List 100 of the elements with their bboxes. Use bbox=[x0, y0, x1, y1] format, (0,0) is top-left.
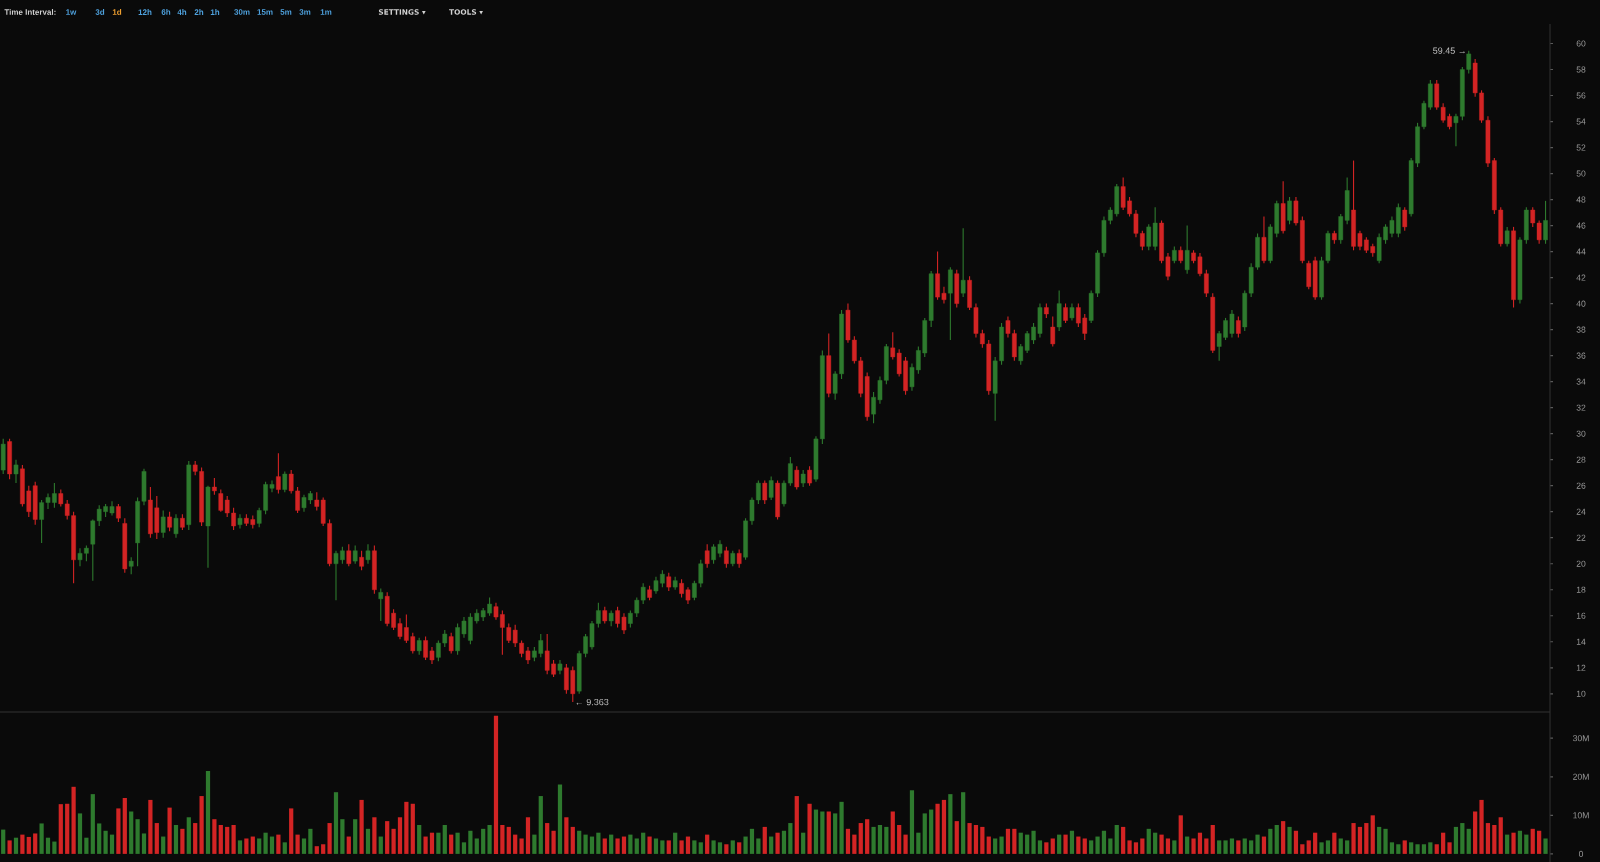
candlestick bbox=[52, 482, 57, 509]
bar bbox=[308, 828, 313, 854]
bar bbox=[1492, 824, 1497, 854]
bar bbox=[781, 830, 787, 854]
bar bbox=[705, 834, 710, 854]
bar bbox=[1319, 842, 1324, 854]
bar bbox=[77, 813, 83, 854]
candlestick bbox=[1037, 303, 1043, 338]
bar bbox=[129, 811, 134, 854]
candlestick bbox=[1504, 226, 1510, 247]
candlestick bbox=[1146, 223, 1152, 251]
bar bbox=[103, 830, 108, 854]
candlestick bbox=[1229, 309, 1235, 338]
bar bbox=[257, 838, 262, 854]
bar bbox=[1537, 830, 1542, 854]
bar bbox=[1281, 821, 1286, 854]
bar bbox=[1530, 828, 1535, 854]
bar bbox=[1082, 838, 1087, 854]
bar bbox=[20, 834, 25, 854]
candlestick bbox=[826, 332, 832, 398]
candlestick bbox=[333, 550, 339, 601]
bar bbox=[90, 794, 95, 854]
bar bbox=[1095, 836, 1100, 854]
bar bbox=[1364, 823, 1369, 854]
bar bbox=[692, 840, 697, 854]
candlestick bbox=[32, 481, 38, 526]
bar bbox=[1063, 834, 1068, 854]
bar bbox=[1428, 842, 1433, 854]
candlestick bbox=[359, 550, 364, 571]
candlestick bbox=[205, 485, 211, 569]
candlestick bbox=[1120, 176, 1126, 211]
bar bbox=[980, 826, 985, 854]
candlestick bbox=[1389, 215, 1395, 238]
bar bbox=[948, 794, 953, 854]
bar bbox=[1287, 826, 1292, 854]
bar bbox=[1453, 826, 1459, 854]
bar bbox=[1031, 830, 1036, 854]
bar bbox=[7, 840, 12, 854]
bar bbox=[417, 824, 422, 854]
bar bbox=[1, 829, 6, 854]
candlestick bbox=[1306, 260, 1312, 290]
bar bbox=[685, 836, 691, 854]
bar bbox=[212, 819, 217, 854]
bar bbox=[52, 841, 57, 854]
bar bbox=[1025, 834, 1030, 854]
candlestick bbox=[768, 476, 774, 501]
candlestick bbox=[704, 543, 710, 569]
bar bbox=[468, 830, 473, 854]
candlestick bbox=[775, 479, 780, 521]
bar bbox=[609, 834, 614, 854]
bar bbox=[769, 836, 774, 854]
bar bbox=[1217, 840, 1222, 854]
bar bbox=[1402, 840, 1407, 854]
candlestick bbox=[1236, 316, 1241, 338]
candlestick bbox=[384, 591, 390, 627]
bar bbox=[506, 826, 511, 854]
bar bbox=[1069, 830, 1075, 854]
bar bbox=[263, 832, 268, 854]
bar bbox=[13, 837, 19, 854]
bar bbox=[33, 833, 38, 854]
bar bbox=[884, 826, 889, 854]
bar bbox=[801, 832, 806, 854]
candlestick bbox=[564, 663, 569, 695]
bar bbox=[1101, 830, 1107, 854]
bar bbox=[1505, 834, 1510, 854]
bar bbox=[314, 846, 319, 854]
candlestick bbox=[807, 465, 812, 487]
bar bbox=[634, 838, 639, 854]
bar bbox=[698, 842, 703, 854]
bar bbox=[372, 817, 377, 854]
bar bbox=[922, 813, 927, 854]
bar bbox=[858, 823, 863, 854]
candlestick bbox=[1396, 202, 1401, 238]
bar bbox=[839, 801, 844, 854]
candlestick bbox=[352, 544, 358, 565]
bar bbox=[551, 830, 556, 854]
bar bbox=[225, 826, 230, 854]
bar bbox=[737, 842, 742, 854]
candlestick bbox=[346, 543, 352, 567]
bar bbox=[1121, 826, 1126, 854]
candlestick bbox=[736, 548, 742, 569]
bar bbox=[577, 830, 582, 854]
candlestick bbox=[948, 266, 953, 341]
bar bbox=[865, 819, 870, 854]
bar bbox=[276, 834, 281, 854]
bar bbox=[1396, 844, 1401, 854]
bar bbox=[442, 824, 447, 854]
bar bbox=[660, 840, 665, 854]
bar bbox=[1543, 838, 1548, 854]
bar bbox=[929, 809, 934, 854]
candlestick bbox=[237, 513, 243, 530]
candlestick bbox=[960, 227, 966, 298]
bar bbox=[346, 836, 351, 854]
bar bbox=[1057, 834, 1062, 854]
bar bbox=[1223, 840, 1228, 854]
bar bbox=[788, 823, 793, 854]
bar bbox=[1517, 830, 1523, 854]
candlestick bbox=[1114, 183, 1120, 218]
bar bbox=[423, 836, 428, 854]
candlestick bbox=[1063, 303, 1068, 324]
